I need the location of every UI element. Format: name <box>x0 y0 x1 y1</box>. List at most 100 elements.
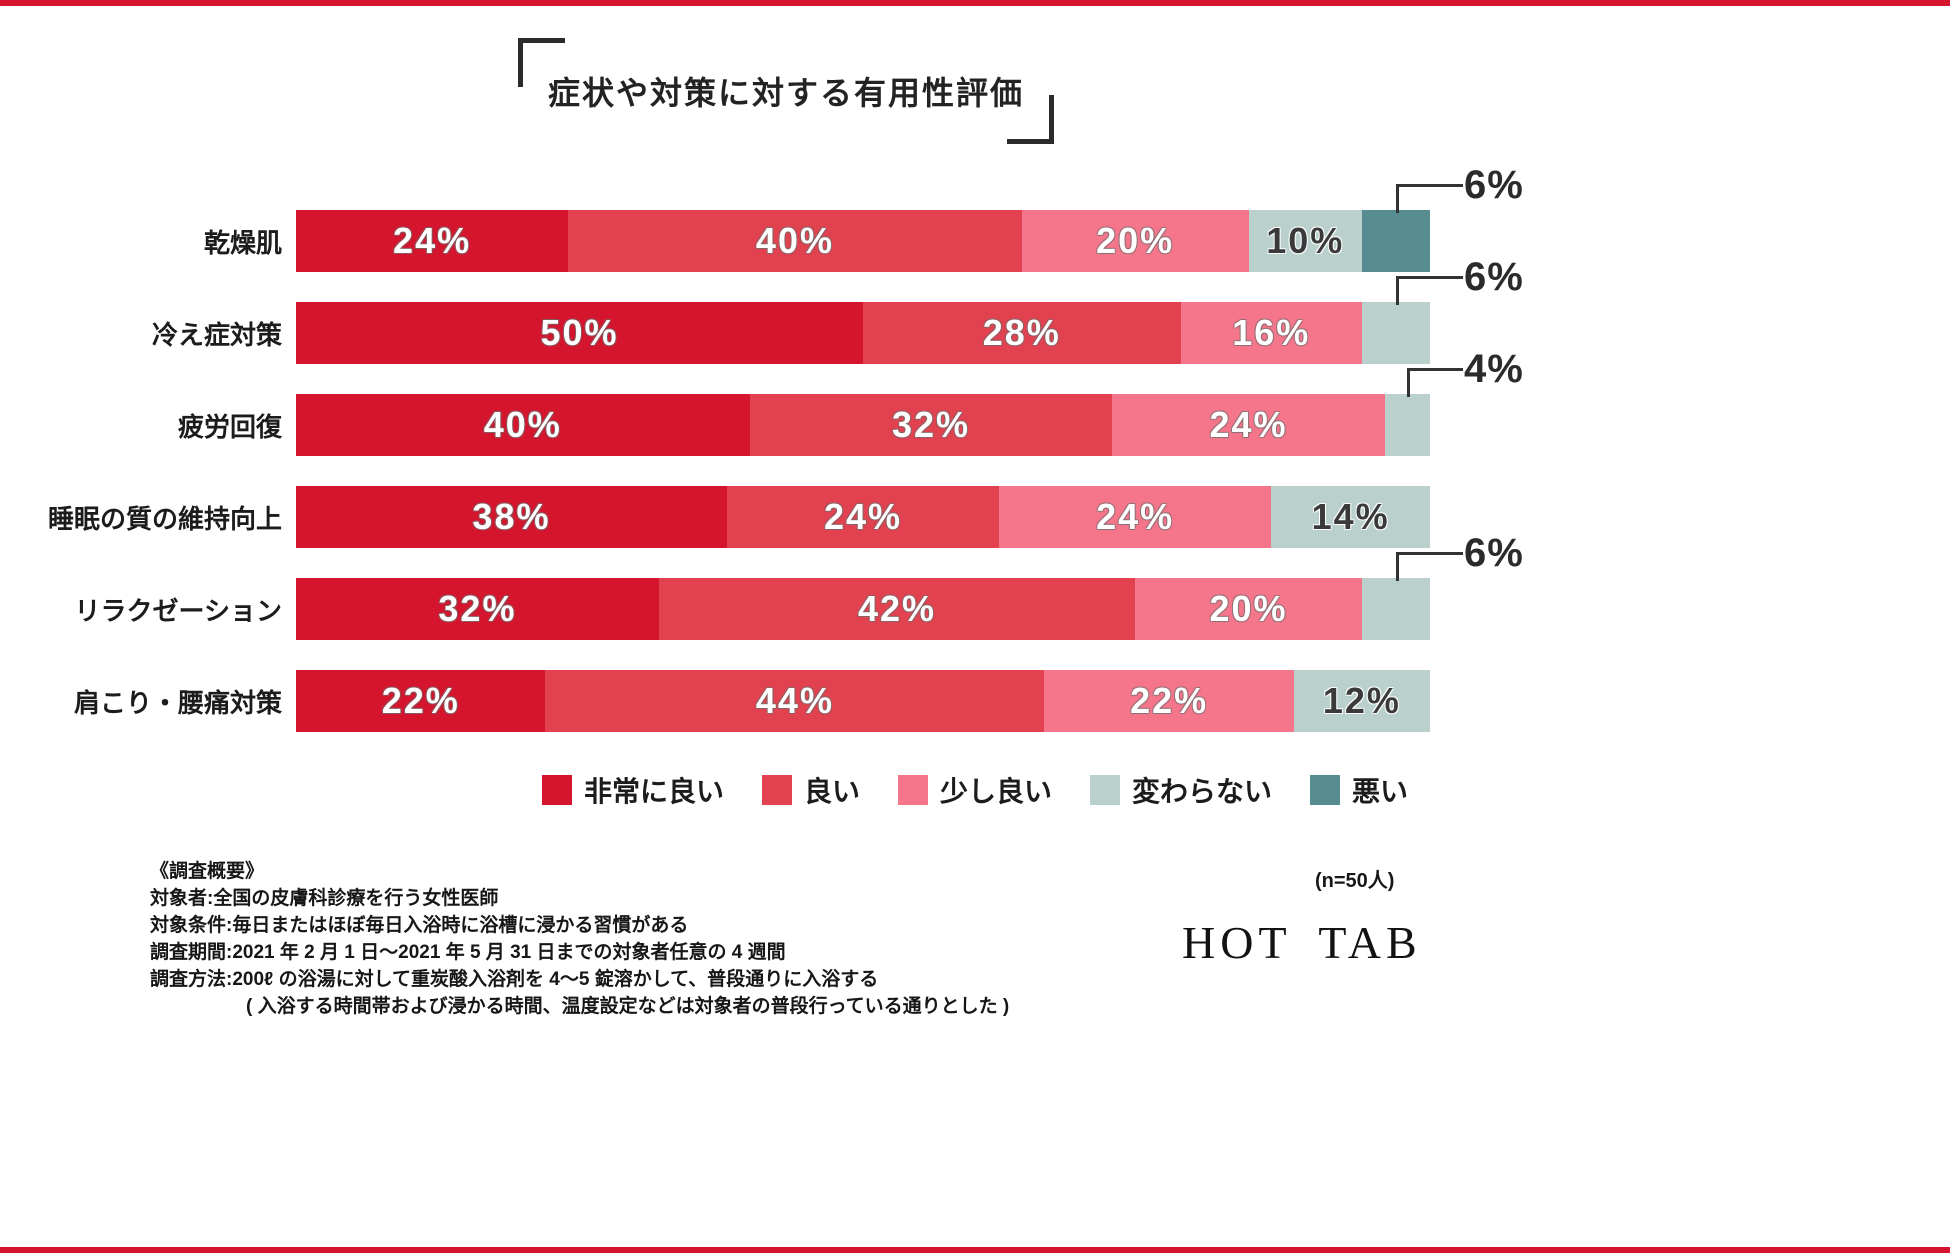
bottom-red-rule <box>0 1247 1950 1253</box>
segment-value-label: 28% <box>982 312 1061 353</box>
survey-heading: 《調査概要》 <box>150 861 265 882</box>
bar-segment <box>1384 394 1430 456</box>
callout-line <box>1395 184 1463 213</box>
stacked-bar: 32% 42% 20% <box>296 578 1430 640</box>
legend-label: 非常に良い <box>583 776 724 807</box>
bar-segment: 42% <box>658 578 1136 640</box>
segment-value-label: 20% <box>1209 588 1288 629</box>
callout-line <box>1395 276 1463 305</box>
bar-segment: 20% <box>1135 578 1362 640</box>
bar-segment: 38% <box>296 486 727 548</box>
bar-segment <box>1361 302 1430 364</box>
stacked-bar-chart: 乾燥肌 24% 40% 20% 10% 6% 冷え症対策 50% 28% 16% 6% 疲労回復 40%… <box>40 163 1523 762</box>
legend-swatch <box>1090 775 1120 805</box>
bar-segment: 22% <box>296 670 546 732</box>
bar-segment: 16% <box>1180 302 1362 364</box>
legend-label: 変わらない <box>1132 776 1273 807</box>
stacked-bar: 50% 28% 16% <box>296 302 1430 364</box>
category-label: 乾燥肌 <box>203 227 282 258</box>
bar-segment <box>1361 578 1430 640</box>
bar-segment: 32% <box>296 578 659 640</box>
chart-row: 冷え症対策 50% 28% 16% 6% <box>40 255 1523 364</box>
segment-value-label: 24% <box>1209 404 1288 445</box>
legend-swatch <box>1310 775 1341 805</box>
stacked-bar: 24% 40% 20% 10% <box>296 210 1430 272</box>
callout-line <box>1395 552 1463 581</box>
category-label: 疲労回復 <box>177 411 282 442</box>
chart-row: 睡眠の質の維持向上 38% 24% 24% 14% <box>40 486 1430 548</box>
bar-segment: 24% <box>1112 394 1385 456</box>
title-bracket-top-left-icon <box>518 38 565 87</box>
chart-rows: 乾燥肌 24% 40% 20% 10% 6% 冷え症対策 50% 28% 16% 6% 疲労回復 40%… <box>40 163 1523 732</box>
callout-value-label: 6% <box>1464 530 1524 575</box>
segment-value-label: 24% <box>1096 496 1175 537</box>
survey-line: 調査期間:2021 年 2 月 1 日〜2021 年 5 月 31 日までの対象… <box>150 942 786 963</box>
legend-item: 少し良い <box>897 770 1052 810</box>
legend-item: 非常に良い <box>541 770 724 810</box>
category-label: 睡眠の質の維持向上 <box>47 503 282 534</box>
bar-segment: 32% <box>749 394 1113 456</box>
chart-row: 疲労回復 40% 32% 24% 4% <box>40 347 1523 456</box>
segment-value-label: 42% <box>857 588 937 629</box>
legend-swatch <box>761 775 792 805</box>
category-label: 冷え症対策 <box>151 319 282 350</box>
segment-value-label: 22% <box>381 680 460 721</box>
hottab-logo: HOT TAB <box>1182 917 1422 968</box>
bar-segment: 44% <box>545 670 1045 732</box>
callout-value-label: 6% <box>1464 254 1524 299</box>
bar-segment: 50% <box>296 302 863 364</box>
callout-value-label: 4% <box>1464 346 1524 391</box>
segment-value-label: 32% <box>438 588 517 629</box>
segment-value-label: 14% <box>1311 496 1390 537</box>
survey-notes: 《調査概要》 対象者:全国の皮膚科診療を行う女性医師対象条件:毎日またはほぼ毎日… <box>150 858 1009 1020</box>
chart-row: 乾燥肌 24% 40% 20% 10% 6% <box>40 163 1523 272</box>
chart-row: リラクゼーション 32% 42% 20% 6% <box>40 531 1523 640</box>
survey-line: ( 入浴する時間帯および浸かる時間、温度設定などは対象者の普段行っている通りとし… <box>246 996 1010 1017</box>
callout-line <box>1407 368 1463 397</box>
chart-title: 症状や対策に対する有用性評価 <box>547 75 1024 111</box>
legend-item: 良い <box>761 770 860 810</box>
sample-size-label: (n=50人) <box>1315 870 1395 892</box>
legend-label: 悪い <box>1352 776 1409 807</box>
segment-value-label: 32% <box>892 404 971 445</box>
survey-line: 対象者:全国の皮膚科診療を行う女性医師 <box>150 888 499 909</box>
bar-segment: 24% <box>999 486 1272 548</box>
category-label: 肩こり・腰痛対策 <box>73 687 282 718</box>
legend-swatch <box>541 775 572 805</box>
legend-swatch <box>897 775 928 805</box>
title-bracket-bottom-right-icon <box>1007 95 1054 144</box>
segment-value-label: 50% <box>540 312 619 353</box>
stacked-bar: 38% 24% 24% 14% <box>296 486 1430 548</box>
segment-value-label: 38% <box>472 496 551 537</box>
stacked-bar: 40% 32% 24% <box>296 394 1430 456</box>
bar-segment: 40% <box>296 394 750 456</box>
bar-segment: 12% <box>1293 670 1430 732</box>
callout-value-label: 6% <box>1464 162 1524 207</box>
legend-label: 良い <box>803 776 860 807</box>
bar-segment <box>1361 210 1430 272</box>
segment-value-label: 16% <box>1232 312 1311 353</box>
legend-item: 変わらない <box>1090 770 1272 810</box>
bar-segment: 14% <box>1271 486 1430 548</box>
segment-value-label: 12% <box>1322 680 1401 721</box>
survey-lines: 対象者:全国の皮膚科診療を行う女性医師対象条件:毎日またはほぼ毎日入浴時に浴槽に… <box>150 885 1009 1020</box>
chart-row: 肩こり・腰痛対策 22% 44% 22% 12% <box>40 670 1430 732</box>
segment-value-label: 10% <box>1266 220 1345 261</box>
bar-segment: 28% <box>863 302 1181 364</box>
chart-title-block: 症状や対策に対する有用性評価 <box>518 38 1054 144</box>
legend: 非常に良い 良い 少し良い 変わらない 悪い <box>0 770 1950 810</box>
survey-line: 対象条件:毎日またはほぼ毎日入浴時に浴槽に浸かる習慣がある <box>150 915 689 936</box>
segment-value-label: 20% <box>1096 220 1175 261</box>
legend-item: 悪い <box>1310 770 1408 810</box>
bar-segment: 40% <box>568 210 1022 272</box>
segment-value-label: 24% <box>393 220 472 261</box>
top-red-rule <box>0 0 1950 6</box>
survey-line: 調査方法:200ℓ の浴湯に対して重炭酸入浴剤を 4〜5 錠溶かして、普段通りに… <box>150 969 879 990</box>
bar-segment: 10% <box>1248 210 1362 272</box>
stacked-bar: 22% 44% 22% 12% <box>296 670 1430 732</box>
segment-value-label: 44% <box>755 680 834 721</box>
segment-value-label: 24% <box>823 496 903 537</box>
category-label: リラクゼーション <box>74 595 282 626</box>
bar-segment: 24% <box>726 486 1000 548</box>
